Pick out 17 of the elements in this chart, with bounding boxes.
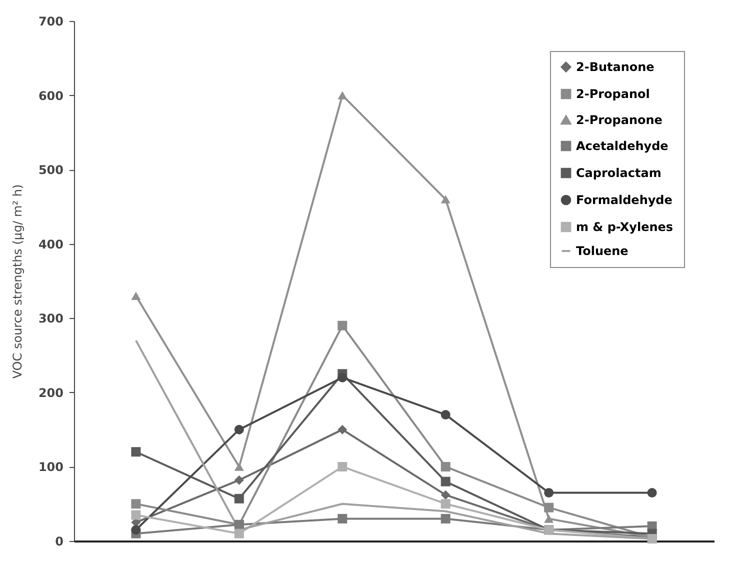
y-tick-label: 700 xyxy=(38,14,64,28)
y-tick-label: 500 xyxy=(38,163,64,178)
y-tick-label: 200 xyxy=(38,386,64,400)
legend-label: Caprolactam xyxy=(576,166,662,180)
legend-label: Acetaldehyde xyxy=(576,139,668,153)
legend-label: 2-Propanone xyxy=(576,113,662,127)
y-tick-label: 0 xyxy=(55,534,64,548)
y-tick-label: 600 xyxy=(38,88,64,103)
y-tick-label: 300 xyxy=(38,312,64,326)
legend-label: Toluene xyxy=(576,244,628,258)
legend-label: 2-Propanol xyxy=(576,87,650,101)
y-tick-label: 100 xyxy=(38,460,64,474)
y-tick-label: 400 xyxy=(38,237,64,252)
legend-label: Formaldehyde xyxy=(576,193,672,207)
legend-label: m & p-Xylenes xyxy=(576,220,674,234)
legend-label: 2-Butanone xyxy=(576,60,654,74)
y-axis-title: VOC source strengths (µg/ m² h) xyxy=(10,184,24,379)
